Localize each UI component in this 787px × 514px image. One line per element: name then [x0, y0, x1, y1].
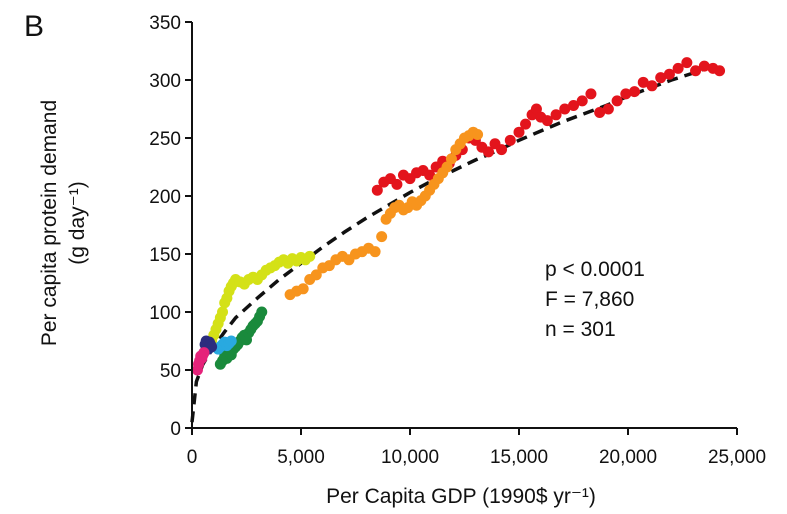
data-point: [594, 106, 606, 118]
data-point: [655, 72, 667, 84]
y-axis-title-line2: (g day⁻¹): [66, 181, 89, 264]
y-tick-label: 150: [149, 245, 181, 266]
data-point: [629, 86, 641, 98]
fit-curve-line: [190, 63, 716, 423]
data-point: [371, 184, 383, 196]
data-point: [376, 231, 388, 243]
data-point: [369, 246, 381, 258]
series-1: [284, 126, 484, 301]
y-tick-label: 350: [149, 13, 181, 34]
data-point: [472, 129, 484, 141]
x-tick-label: 10,000: [381, 447, 439, 468]
data-point: [297, 283, 309, 295]
data-point: [646, 80, 658, 92]
data-point: [637, 76, 649, 88]
data-point: [541, 115, 553, 127]
data-point: [530, 103, 542, 115]
series-2: [206, 250, 316, 347]
data-point: [504, 134, 516, 146]
panel-label: B: [24, 10, 44, 43]
y-tick-label: 0: [170, 419, 181, 440]
data-point: [568, 100, 579, 112]
annotation-sample-size: n = 301: [545, 318, 616, 341]
x-tick-label: 5,000: [277, 447, 325, 468]
data-points-layer: [191, 57, 726, 376]
series-4: [212, 335, 237, 355]
data-point: [698, 60, 710, 72]
axes: [185, 21, 738, 435]
x-tick-label: 20,000: [599, 447, 657, 468]
data-point: [198, 347, 210, 359]
data-point: [520, 118, 532, 130]
data-point: [424, 169, 436, 181]
series-6: [191, 347, 210, 376]
data-point: [576, 95, 588, 107]
tick-labels: 0 50 100 150 200 250 300 350 0 5,000 10,000 15,000 2…: [149, 13, 766, 468]
data-point: [445, 153, 457, 165]
x-tick-label: 25,000: [708, 447, 766, 468]
y-tick-label: 100: [149, 303, 181, 324]
x-axis-title: Per Capita GDP (1990$ yr⁻¹): [326, 485, 596, 508]
data-point: [206, 341, 218, 353]
data-point: [513, 126, 525, 138]
data-point: [304, 250, 316, 262]
annotation-p-value: p < 0.0001: [545, 258, 645, 281]
data-point: [496, 144, 508, 156]
annotation-f-statistic: F = 7,860: [545, 288, 634, 311]
data-point: [681, 57, 693, 69]
data-point: [620, 88, 632, 100]
data-point: [225, 335, 237, 347]
data-point: [550, 109, 562, 121]
y-tick-label: 200: [149, 187, 181, 208]
y-tick-label: 250: [149, 129, 181, 150]
data-point: [663, 68, 675, 80]
y-tick-label: 300: [149, 71, 181, 92]
data-point: [672, 62, 684, 74]
fit-curve-layer: [190, 63, 716, 423]
data-point: [602, 103, 614, 115]
data-point: [690, 65, 702, 77]
data-point: [256, 306, 268, 318]
data-point: [559, 103, 571, 115]
data-point: [585, 88, 597, 100]
data-point: [217, 306, 229, 318]
y-tick-label: 50: [160, 361, 181, 382]
y-axis-title-line1: Per capita protein demand: [38, 100, 61, 346]
data-point: [611, 95, 623, 107]
x-tick-label: 15,000: [490, 447, 548, 468]
x-tick-label: 0: [187, 447, 198, 468]
data-point: [310, 269, 322, 281]
data-point: [714, 65, 726, 77]
series-0: [371, 57, 726, 196]
data-point: [441, 161, 453, 173]
data-point: [391, 178, 403, 190]
data-point: [482, 146, 494, 158]
